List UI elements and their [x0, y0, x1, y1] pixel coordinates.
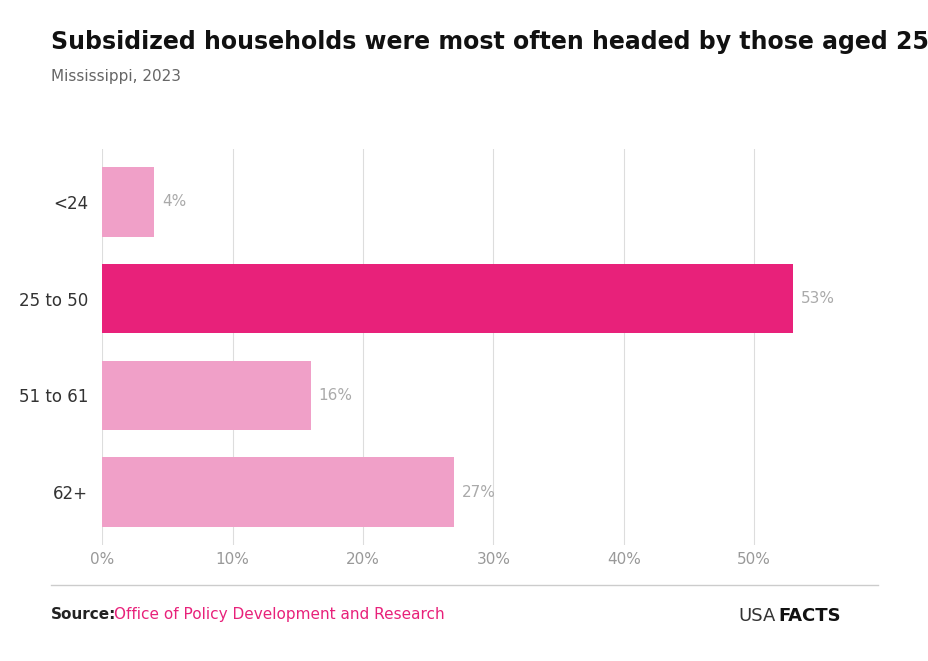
- Text: 4%: 4%: [162, 194, 187, 210]
- Text: 16%: 16%: [318, 388, 353, 403]
- Text: Subsidized households were most often headed by those aged 25 to 50.: Subsidized households were most often he…: [51, 30, 928, 54]
- Text: 27%: 27%: [461, 485, 496, 500]
- Bar: [102, 167, 154, 237]
- Bar: [102, 457, 454, 527]
- Bar: [102, 264, 793, 334]
- Text: USA: USA: [738, 607, 775, 625]
- Bar: [102, 360, 311, 430]
- Text: FACTS: FACTS: [778, 607, 840, 625]
- Text: Mississippi, 2023: Mississippi, 2023: [51, 69, 181, 85]
- Text: Office of Policy Development and Research: Office of Policy Development and Researc…: [114, 607, 445, 622]
- Text: Source:: Source:: [51, 607, 116, 622]
- Text: 53%: 53%: [800, 291, 834, 306]
